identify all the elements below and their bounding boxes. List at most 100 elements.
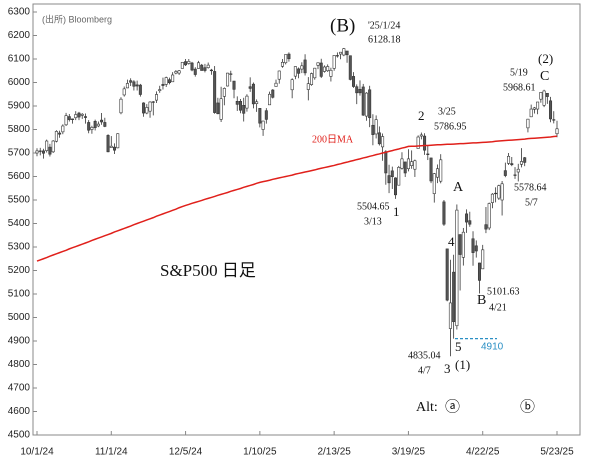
- candle-body: [64, 115, 68, 126]
- annotation: 5: [455, 339, 462, 354]
- candle-body: [513, 174, 517, 176]
- candle-body: [319, 62, 323, 77]
- y-tick-label: 4500: [8, 430, 31, 441]
- y-tick-label: 5600: [8, 171, 31, 182]
- candle-body: [345, 50, 349, 56]
- candle-body: [242, 104, 246, 114]
- candle-body: [184, 61, 188, 66]
- annotation: 3: [444, 361, 451, 376]
- candle-body: [277, 70, 281, 80]
- candle-body: [377, 132, 381, 145]
- candle-body: [125, 83, 129, 89]
- candle-body: [193, 68, 197, 75]
- candle-body: [539, 92, 543, 100]
- y-tick-label: 5000: [8, 312, 31, 323]
- candle-body: [406, 158, 410, 170]
- annotation: 3/25: [438, 106, 456, 117]
- candle-body: [465, 213, 469, 223]
- candle-body: [342, 48, 346, 56]
- candle-body: [51, 140, 55, 153]
- candle-body: [458, 234, 462, 255]
- candle-body: [129, 80, 133, 83]
- x-tick-label: 4/22/25: [466, 447, 500, 458]
- y-tick-label: 6100: [8, 54, 31, 65]
- candle-body: [555, 128, 559, 135]
- annotation: ⓑ: [520, 398, 535, 415]
- candle-body: [352, 76, 356, 87]
- candle-body: [348, 55, 352, 80]
- reference-label: 4910: [481, 341, 504, 352]
- candle-body: [487, 203, 491, 229]
- candle-body: [361, 86, 365, 116]
- annotation: Alt:: [416, 400, 438, 415]
- annotation: 3/13: [364, 216, 382, 227]
- candle-body: [461, 231, 465, 258]
- annotation: 5/19: [510, 67, 528, 78]
- candle-body: [180, 61, 184, 69]
- candle-body: [471, 238, 475, 253]
- candle-body: [132, 81, 136, 87]
- candle-body: [329, 69, 333, 77]
- candle-body: [258, 108, 262, 124]
- annotation: 5/7: [525, 197, 538, 208]
- candle-body: [432, 173, 436, 194]
- candle-body: [261, 120, 265, 130]
- candle-body: [90, 127, 94, 130]
- y-tick-label: 5700: [8, 148, 31, 159]
- candle-body: [397, 167, 401, 186]
- x-tick-label: 2/13/25: [317, 447, 351, 458]
- candle-body: [426, 153, 430, 155]
- candle-body: [335, 55, 339, 57]
- candle-body: [290, 79, 294, 91]
- candle-body: [368, 89, 372, 119]
- candle-body: [71, 118, 75, 120]
- candle-body: [164, 77, 168, 85]
- annotation: (B): [330, 15, 355, 36]
- annotation: (1): [455, 357, 470, 372]
- annotation: 5504.65: [357, 201, 390, 212]
- candle-body: [268, 93, 272, 106]
- candle-body: [416, 136, 420, 149]
- y-tick-label: 5100: [8, 289, 31, 300]
- candle-body: [310, 73, 314, 85]
- candle-body: [490, 193, 494, 203]
- candle-body: [142, 102, 146, 114]
- candle-body: [155, 94, 159, 101]
- candle-body: [190, 62, 194, 71]
- candle-body: [74, 114, 78, 119]
- candle-body: [106, 135, 110, 153]
- annotation: 4/21: [489, 302, 507, 313]
- annotation: 2: [418, 108, 425, 123]
- candle-body: [413, 160, 417, 170]
- candle-body: [384, 151, 388, 174]
- candle-body: [77, 112, 81, 118]
- y-tick-label: 4800: [8, 359, 31, 370]
- candle-body: [54, 131, 58, 142]
- x-tick-label: 11/1/24: [95, 447, 128, 458]
- candle-body: [455, 209, 459, 327]
- candle-body: [545, 93, 549, 97]
- annotation: (2): [538, 51, 553, 66]
- candle-body: [442, 201, 446, 225]
- annotation: A: [453, 180, 464, 195]
- y-tick-label: 5300: [8, 242, 31, 253]
- annotation: 4835.04: [408, 350, 441, 361]
- candle-body: [542, 90, 546, 106]
- candle-body: [235, 101, 239, 105]
- candle-body: [374, 119, 378, 135]
- candle-body: [549, 100, 553, 120]
- candle-body: [494, 192, 498, 195]
- candle-body: [145, 107, 149, 114]
- candle-body: [232, 80, 236, 90]
- y-tick-label: 6200: [8, 30, 31, 41]
- candle-body: [400, 158, 404, 169]
- annotation: C: [540, 69, 549, 84]
- candle-body: [284, 54, 288, 64]
- annotation: 1: [393, 204, 400, 219]
- y-tick-label: 5900: [8, 101, 31, 112]
- candle-body: [119, 98, 123, 114]
- candle-body: [245, 95, 249, 109]
- candle-body: [158, 89, 162, 92]
- candle-body: [200, 64, 204, 71]
- candle-body: [481, 249, 485, 270]
